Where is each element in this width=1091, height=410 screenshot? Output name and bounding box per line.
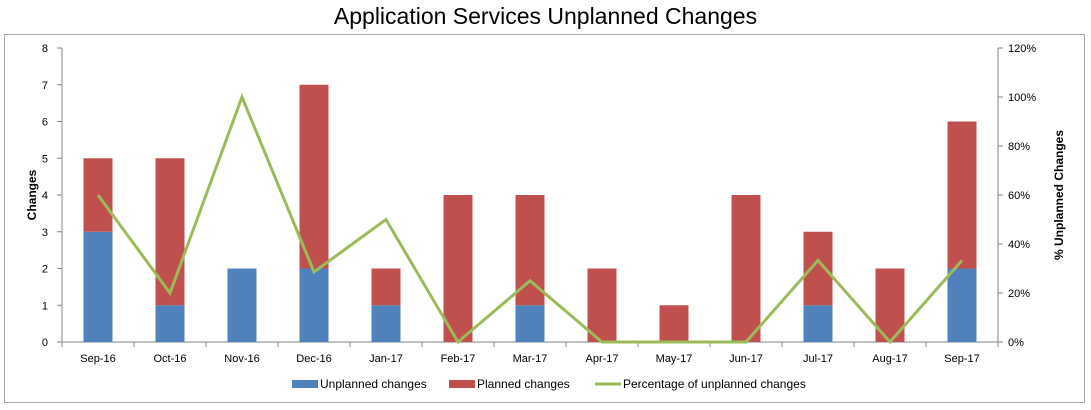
unplanned-bar	[155, 305, 185, 342]
x-tick-label: Jan-17	[369, 353, 403, 365]
x-tick-label: Aug-17	[872, 353, 907, 365]
planned-bar	[803, 231, 833, 306]
legend-label: Unplanned changes	[320, 377, 427, 391]
planned-bar	[443, 195, 473, 342]
y-axis-title: Changes	[25, 169, 39, 220]
y2-axis-title: % Unplanned Changes	[1052, 130, 1066, 260]
y2-tick-label: 120%	[1008, 43, 1036, 55]
y-tick-label: 6	[42, 117, 48, 129]
legend-swatch	[449, 380, 475, 388]
x-tick-label: Jun-17	[729, 353, 763, 365]
legend-label: Percentage of unplanned changes	[623, 377, 806, 391]
x-tick-label: Sep-16	[80, 353, 115, 365]
chart-frame	[4, 34, 1085, 403]
legend-percentage: Percentage of unplanned changes	[595, 377, 806, 391]
legend: Unplanned changes Planned changes Percenta…	[292, 377, 806, 391]
y-tick-label: 5	[42, 153, 48, 165]
y-tick-label: 4	[42, 190, 48, 202]
y2-tick-label: 20%	[1008, 288, 1030, 300]
x-tick-label: May-17	[656, 353, 693, 365]
unplanned-bar	[371, 305, 401, 342]
planned-bar	[155, 158, 185, 306]
y-tick-label: 2	[42, 264, 48, 276]
unplanned-bar	[83, 231, 113, 342]
legend-label: Planned changes	[477, 377, 570, 391]
unplanned-bar	[299, 268, 329, 342]
x-tick-label: Dec-16	[296, 353, 331, 365]
unplanned-bar	[227, 268, 257, 342]
y2-tick-label: 100%	[1008, 92, 1036, 104]
x-tick-label: Sep-17	[944, 353, 979, 365]
y2-tick-label: 0%	[1008, 337, 1024, 349]
x-tick-label: Nov-16	[224, 353, 259, 365]
chart-title: Application Services Unplanned Changes	[333, 3, 758, 29]
y2-tick-label: 60%	[1008, 190, 1030, 202]
percentage-line	[96, 92, 964, 345]
planned-bar	[371, 268, 401, 306]
planned-bar	[515, 195, 545, 306]
y-tick-label: 1	[42, 300, 48, 312]
y-tick-label: 3	[42, 227, 48, 239]
x-tick-label: Mar-17	[513, 353, 548, 365]
planned-bar	[299, 84, 329, 269]
y2-tick-label: 40%	[1008, 239, 1030, 251]
y-tick-label: 0	[42, 337, 48, 349]
x-tick-label: Apr-17	[585, 353, 618, 365]
y-tick-label: 8	[42, 43, 48, 55]
legend-planned: Planned changes	[449, 377, 570, 391]
planned-bar	[731, 195, 761, 342]
unplanned-bar	[947, 268, 977, 342]
y2-tick-label: 80%	[1008, 141, 1030, 153]
bars	[83, 84, 977, 342]
planned-bar	[587, 268, 617, 342]
x-tick-label: Jul-17	[803, 353, 833, 365]
legend-swatch	[292, 380, 318, 388]
legend-unplanned: Unplanned changes	[292, 377, 427, 391]
unplanned-bar	[803, 305, 833, 342]
y-tick-label: 7	[42, 80, 48, 92]
planned-bar	[947, 121, 977, 269]
unplanned-bar	[515, 305, 545, 342]
x-tick-label: Oct-16	[153, 353, 186, 365]
x-tick-label: Feb-17	[441, 353, 476, 365]
planned-bar	[659, 305, 689, 342]
